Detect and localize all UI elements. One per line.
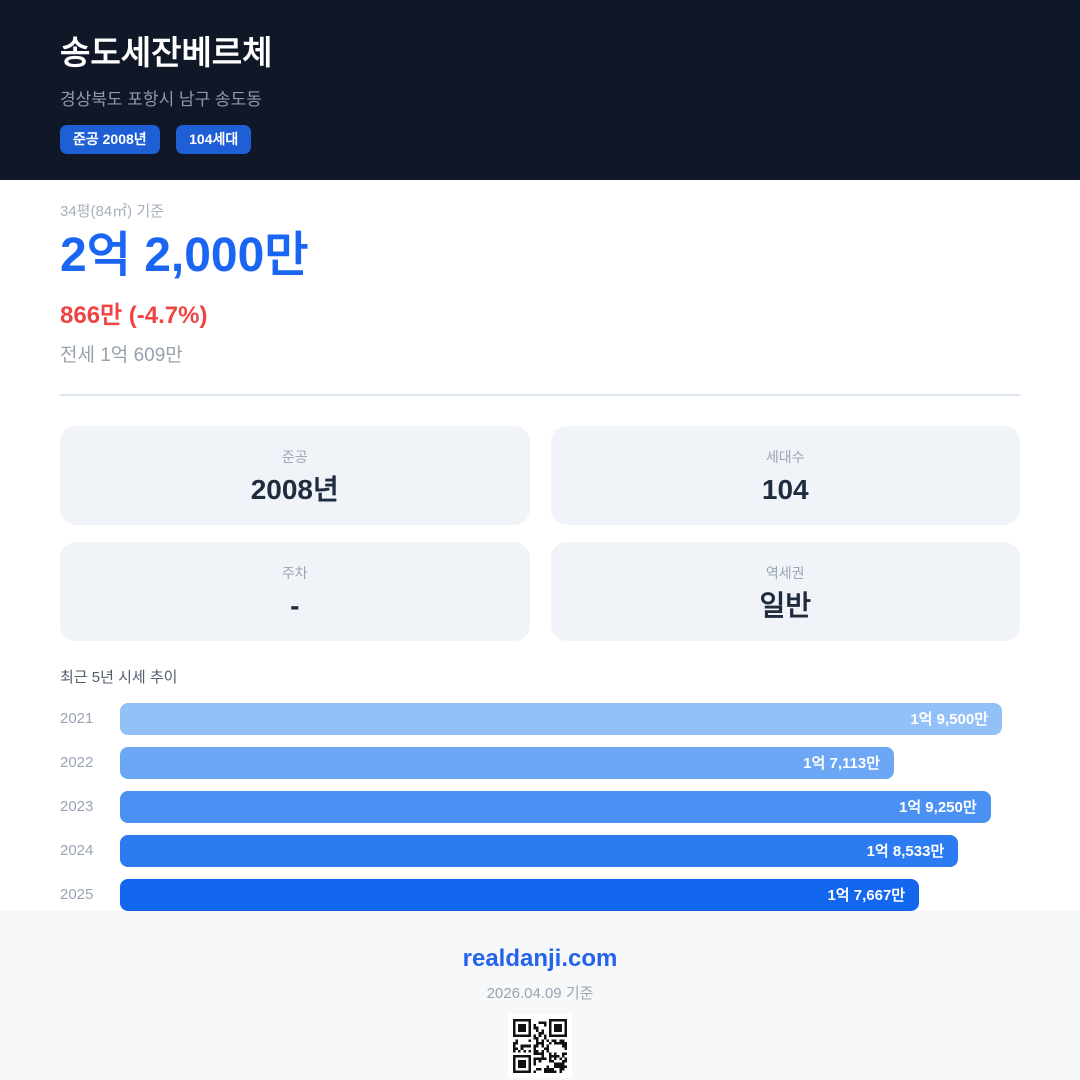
footer: realdanji.com 2026.04.09 기준 [0,911,1080,1080]
chart-bar-row: 2025 1억 7,667만 [60,878,1020,911]
apartment-name: 송도세잔베르체 [60,34,273,71]
qr-code [508,1014,572,1078]
info-card-value: 일반 [759,589,812,621]
chart-bar: 1억 7,113만 [120,746,894,779]
chart-bar-row: 2024 1억 8,533만 [60,834,1020,867]
info-card-label: 역세권 [765,564,805,581]
data-date: 2026.04.09 기준 [486,985,594,1002]
info-card-value: - [290,589,300,621]
chart-bar-row: 2021 1억 9,500만 [60,702,1020,735]
chart-bar-track: 1억 7,113만 [120,746,1020,779]
chart-bar-value-label: 1억 9,250만 [899,799,977,817]
chart-title: 최근 5년 시세 추이 [60,668,178,686]
current-price: 2억 2,000만 [60,229,309,282]
chart-bar: 1억 7,667만 [120,878,920,911]
info-card-label: 준공 [281,448,308,465]
jeonse-price: 전세 1억 609만 [60,344,183,366]
divider [60,393,1020,396]
header: 송도세잔베르체 경상북도 포항시 남구 송도동 준공 2008년 104세대 [0,0,1080,180]
header-badge: 준공 2008년 [60,124,160,154]
chart-year-label: 2024 [60,842,94,860]
header-badge: 104세대 [176,124,252,154]
chart-bar-row: 2022 1억 7,113만 [60,746,1020,779]
info-card-value: 104 [761,473,809,505]
chart-bar-value-label: 1억 8,533만 [866,843,945,861]
chart-bar-value-label: 1억 7,113만 [803,755,880,773]
apartment-address: 경상북도 포항시 남구 송도동 [60,89,262,109]
info-card: 세대수 104 [550,425,1020,525]
price-change: 866만 (-4.7%) [60,301,208,329]
chart-bar-track: 1억 7,667만 [120,878,1020,911]
chart-bar: 1억 9,250만 [120,790,991,823]
chart-bar-row: 2023 1억 9,250만 [60,790,1020,823]
price-trend-bar-chart: 2021 1억 9,500만 2022 1억 7,113만 2023 1억 9,… [60,702,1020,911]
chart-bar-value-label: 1억 9,500만 [910,711,988,729]
chart-bar-track: 1억 8,533만 [120,834,1020,867]
site-link[interactable]: realdanji.com [462,945,618,972]
info-card-label: 주차 [281,564,308,581]
info-card: 주차 - [60,541,530,641]
chart-bar-track: 1억 9,250만 [120,790,1020,823]
info-card-value: 2008년 [250,473,339,505]
info-card-label: 세대수 [765,448,805,465]
chart-bar-value-label: 1억 7,667만 [827,887,906,905]
chart-year-label: 2025 [60,886,94,904]
chart-year-label: 2023 [60,798,94,816]
badge-row: 준공 2008년 104세대 [60,124,1020,154]
chart-year-label: 2021 [60,710,94,728]
info-card-grid: 준공 2008년 세대수 104 주차 - 역세권 일반 [60,425,1020,641]
chart-year-label: 2022 [60,754,94,772]
main-content: 34평(84㎡) 기준 2억 2,000만 866만 (-4.7%) 전세 1억… [0,180,1080,911]
info-card: 준공 2008년 [60,425,530,525]
chart-bar: 1억 9,500만 [120,702,1002,735]
price-basis-label: 34평(84㎡) 기준 [60,203,164,220]
chart-bar: 1억 8,533만 [120,834,959,867]
info-card: 역세권 일반 [550,541,1020,641]
chart-bar-track: 1억 9,500만 [120,702,1020,735]
